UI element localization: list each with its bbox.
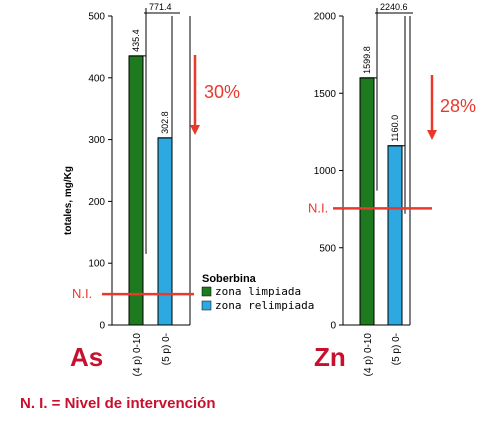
as-reduction-arrow-head — [190, 125, 200, 135]
as-bar-1 — [128, 55, 144, 326]
zn-bar-1 — [359, 77, 375, 326]
zn-value-label-1: 1599.8 — [362, 46, 372, 74]
as-offscale-label: 771.4 — [149, 2, 172, 12]
as-value-label-1: 435.4 — [131, 29, 141, 52]
zn-value-label-2: 1160.0 — [390, 115, 400, 142]
footnote: N. I. = Nivel de intervención — [20, 395, 215, 412]
zn-y-tick-label: 2000 — [314, 12, 337, 23]
zn-y-tick-label: 1000 — [314, 166, 337, 177]
as-ni-label: N.I. — [72, 286, 92, 301]
zn-offscale-label: 2240.6 — [380, 2, 408, 12]
zn-y-tick-label: 500 — [319, 243, 336, 254]
legend-swatch-2 — [201, 300, 212, 311]
as-y-tick-label: 200 — [88, 197, 105, 208]
zn-category-label-1: (4 p) 0-10 — [363, 333, 374, 377]
as-bar-2 — [157, 137, 173, 326]
as-category-label-2: (5 p) 0- — [161, 333, 172, 365]
zn-reduction-label: 28% — [440, 96, 476, 116]
legend-label-2: zona relimpiada — [215, 299, 314, 312]
as-y-tick-label: 300 — [88, 135, 105, 146]
zn-ni-label: N.I. — [308, 200, 328, 215]
legend-swatch-1 — [201, 286, 212, 297]
as-value-label-2: 302.8 — [160, 111, 170, 134]
zn-y-tick-label: 0 — [330, 321, 336, 332]
as-element-label: As — [70, 342, 103, 372]
zn-reduction-arrow-head — [427, 130, 437, 140]
zn-category-label-2: (5 p) 0- — [391, 333, 402, 365]
as-y-tick-label: 400 — [88, 73, 105, 84]
as-category-label-1: (4 p) 0-10 — [132, 333, 143, 377]
as-y-axis-label: totales, mg/Kg — [63, 166, 74, 235]
zn-element-label: Zn — [314, 342, 346, 372]
as-y-tick-label: 500 — [88, 12, 105, 23]
zn-y-tick-label: 1500 — [314, 89, 337, 100]
as-reduction-label: 30% — [204, 82, 240, 102]
legend-label-1: zona limpiada — [215, 285, 301, 298]
legend-title: Soberbina — [202, 273, 257, 285]
as-y-tick-label: 0 — [99, 321, 105, 332]
as-y-tick-label: 100 — [88, 259, 105, 270]
zn-bar-2 — [387, 145, 403, 326]
